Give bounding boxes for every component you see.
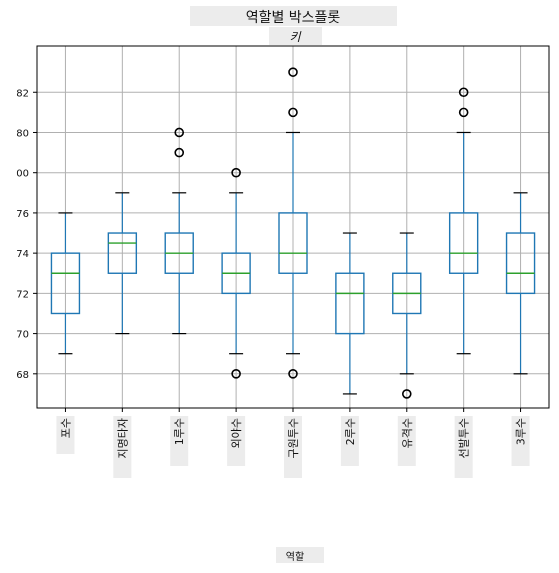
outlier-point	[174, 147, 185, 158]
y-tick-label: 72	[16, 289, 29, 300]
outlier-point	[231, 369, 241, 379]
box-iqr	[107, 232, 138, 274]
y-tick-label: 82	[16, 88, 29, 99]
chart-subtitle: 키	[289, 30, 301, 44]
x-tick-label: 지명타자	[116, 418, 129, 458]
x-tick-label-background	[113, 416, 132, 478]
x-tick-label-background	[284, 416, 302, 478]
box-iqr	[50, 252, 81, 315]
x-tick-label: 2루수	[344, 418, 357, 445]
box-iqr	[278, 212, 308, 274]
box-iqr	[335, 272, 365, 335]
x-tick-label-background	[454, 416, 473, 478]
outlier-point	[458, 87, 469, 98]
outlier-point	[401, 389, 412, 399]
box-iqr	[448, 212, 479, 274]
box-layer	[50, 67, 536, 399]
x-tick-label-background	[397, 416, 416, 466]
x-tick-label: 1루수	[173, 418, 186, 445]
axis-layer: 68 70 72 74 76 00 80 82 포수 지명타자 1루수 외야수 구원투수 2루수 유격수 선발…	[16, 88, 530, 478]
outlier-point	[231, 167, 241, 178]
x-tick-label: 구원투수	[287, 418, 300, 458]
title-background	[190, 6, 397, 26]
x-tick-label-background	[170, 416, 189, 466]
x-tick-label: 외야수	[230, 418, 243, 448]
outlier-point	[288, 107, 298, 118]
x-tick-label-background	[340, 416, 359, 466]
y-tick-label: 76	[16, 209, 29, 220]
outlier-point	[174, 127, 185, 138]
y-tick-label: 68	[16, 370, 29, 381]
x-tick-label-background	[227, 416, 246, 466]
outlier-point	[288, 67, 298, 77]
subtitle-background	[269, 27, 322, 45]
x-tick-label-background	[511, 416, 530, 466]
x-axis-label: 역할	[286, 551, 304, 563]
chart-title: 역할별 박스플롯	[246, 10, 341, 26]
outlier-point	[288, 369, 298, 379]
outlier-point	[458, 107, 469, 118]
x-tick-label: 3루수	[515, 418, 528, 445]
y-tick-label: 70	[16, 330, 29, 341]
y-tick-label: 74	[16, 249, 29, 260]
x-axis-label-background	[276, 547, 324, 563]
x-tick-label: 선발투수	[458, 418, 471, 458]
x-tick-label-background	[56, 416, 75, 454]
box-iqr	[505, 232, 536, 295]
x-tick-label: 포수	[59, 418, 72, 438]
y-tick-label: 00	[16, 169, 29, 180]
x-tick-label: 유격수	[401, 418, 414, 448]
y-tick-label: 80	[16, 128, 29, 139]
